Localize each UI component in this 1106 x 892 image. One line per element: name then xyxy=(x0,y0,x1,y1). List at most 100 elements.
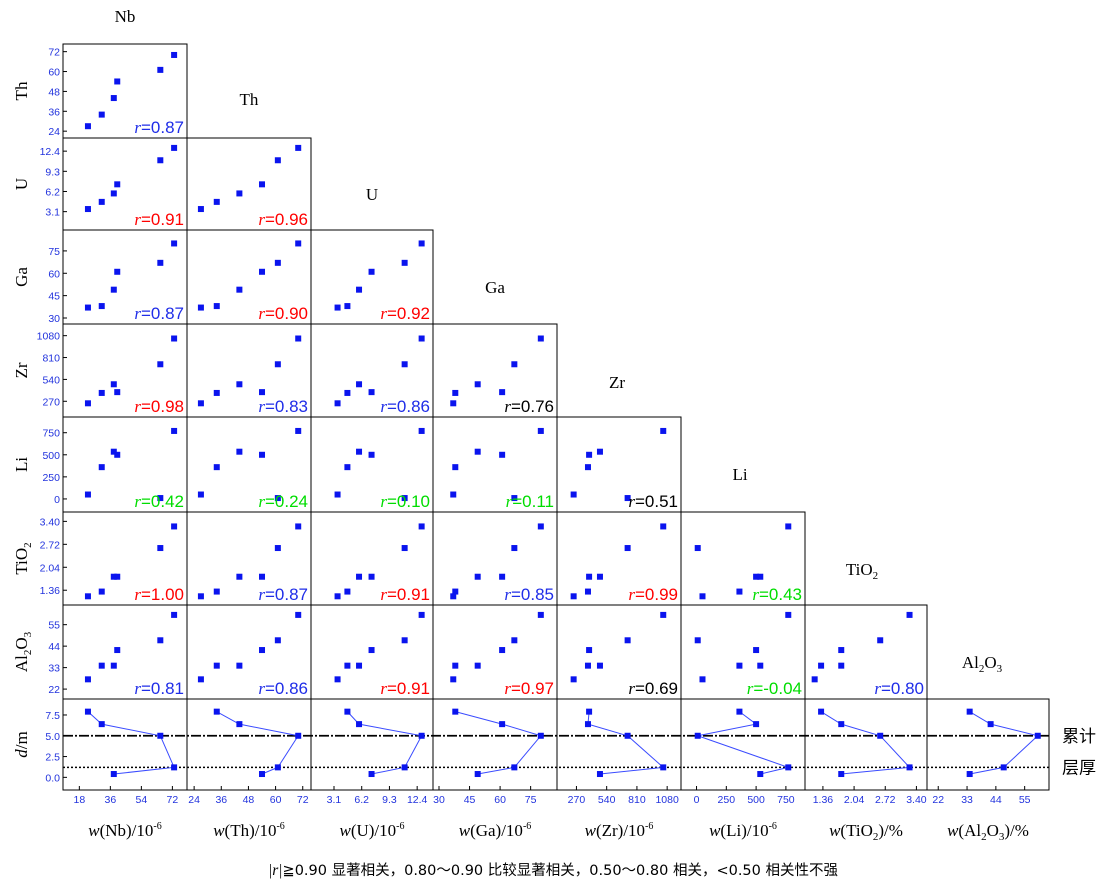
data-point xyxy=(84,708,91,715)
data-point xyxy=(584,464,591,471)
data-point xyxy=(197,206,204,213)
data-point xyxy=(259,771,266,778)
data-point xyxy=(584,588,591,595)
data-point xyxy=(110,95,117,102)
data-point xyxy=(452,588,459,595)
x-tick-label: 22 xyxy=(932,794,944,806)
data-point xyxy=(334,676,341,683)
panel-frame xyxy=(926,698,1050,791)
data-point xyxy=(259,451,266,458)
data-point xyxy=(586,647,593,654)
data-point xyxy=(171,764,178,771)
data-point xyxy=(157,361,164,368)
data-point xyxy=(197,491,204,498)
x-tick-label: 45 xyxy=(464,794,476,806)
data-point xyxy=(213,464,220,471)
data-point xyxy=(401,637,408,644)
y-tick-label: 33 xyxy=(48,663,60,675)
correlation-label: r=0.69 xyxy=(628,679,678,698)
data-point xyxy=(236,662,243,669)
y-tick-label: 540 xyxy=(42,374,60,386)
data-point xyxy=(584,721,591,728)
y-tick-label: 2.04 xyxy=(40,562,61,574)
data-point xyxy=(753,721,760,728)
data-point xyxy=(586,573,593,580)
correlation-label: r=0.86 xyxy=(380,397,430,416)
data-point xyxy=(274,361,281,368)
panel-depth-vs-th xyxy=(186,698,312,791)
data-point xyxy=(356,721,363,728)
data-point xyxy=(84,491,91,498)
data-point xyxy=(213,588,220,595)
y-tick-label: 250 xyxy=(42,472,60,484)
data-point xyxy=(624,732,631,739)
data-point xyxy=(452,464,459,471)
panel-depth-vs-li xyxy=(680,698,806,791)
x-tick-label: 60 xyxy=(270,794,282,806)
depth-profile-line xyxy=(820,711,911,775)
data-point xyxy=(811,676,818,683)
data-point xyxy=(499,573,506,580)
diagonal-label-li: Li xyxy=(732,465,747,484)
data-point xyxy=(356,381,363,388)
x-tick-label: 2.72 xyxy=(875,794,896,806)
data-point xyxy=(537,732,544,739)
data-point xyxy=(98,303,105,310)
data-point xyxy=(197,304,204,311)
data-point xyxy=(785,764,792,771)
data-point xyxy=(84,123,91,130)
x-tick-label: 36 xyxy=(105,794,117,806)
data-point xyxy=(418,427,425,434)
data-point xyxy=(511,361,518,368)
diagonal-label-ga: Ga xyxy=(485,278,505,297)
correlation-label: r=0.42 xyxy=(134,492,184,511)
data-point xyxy=(596,662,603,669)
data-point xyxy=(213,708,220,715)
panel-frame xyxy=(62,698,188,791)
data-point xyxy=(259,389,266,396)
data-point xyxy=(236,286,243,293)
data-point xyxy=(368,771,375,778)
data-point xyxy=(84,400,91,407)
y-tick-label: 9.3 xyxy=(45,166,60,178)
data-point xyxy=(274,259,281,266)
data-point xyxy=(624,495,631,502)
data-point xyxy=(213,198,220,205)
data-point xyxy=(838,771,845,778)
x-tick-label: 9.3 xyxy=(382,794,397,806)
data-point xyxy=(110,771,117,778)
data-point xyxy=(906,611,913,618)
y-tick-label: 60 xyxy=(48,268,60,280)
x-axis-label-th: w(Th)/10-6 xyxy=(213,821,285,840)
x-axis-label-al2o3: w(Al2O3)/% xyxy=(947,821,1029,843)
x-axis-label-ga: w(Ga)/10-6 xyxy=(459,821,532,840)
x-tick-label: 1080 xyxy=(655,794,679,806)
y-tick-label: 5.0 xyxy=(45,731,60,743)
data-point xyxy=(660,764,667,771)
data-point xyxy=(171,144,178,151)
correlation-label: r=0.24 xyxy=(258,492,308,511)
data-point xyxy=(537,335,544,342)
y-tick-label: 30 xyxy=(48,313,60,325)
data-point xyxy=(987,721,994,728)
panel-depth-vs-nb xyxy=(62,698,188,791)
y-tick-label: 0.0 xyxy=(45,772,60,784)
x-tick-label: 1.36 xyxy=(813,794,834,806)
y-tick-label: 750 xyxy=(42,428,60,440)
diagonal-label-th: Th xyxy=(240,90,259,109)
data-point xyxy=(570,491,577,498)
data-point xyxy=(450,400,457,407)
x-tick-label: 55 xyxy=(1019,794,1031,806)
data-point xyxy=(274,545,281,552)
y-tick-label: 270 xyxy=(42,396,60,408)
data-point xyxy=(157,259,164,266)
data-point xyxy=(98,662,105,669)
data-point xyxy=(452,708,459,715)
data-point xyxy=(295,335,302,342)
data-point xyxy=(171,611,178,618)
x-tick-label: 33 xyxy=(961,794,973,806)
data-point xyxy=(344,662,351,669)
y-tick-label: 2.72 xyxy=(40,539,61,551)
correlation-label: r=1.00 xyxy=(134,585,184,604)
correlation-label: r=-0.04 xyxy=(747,679,802,698)
